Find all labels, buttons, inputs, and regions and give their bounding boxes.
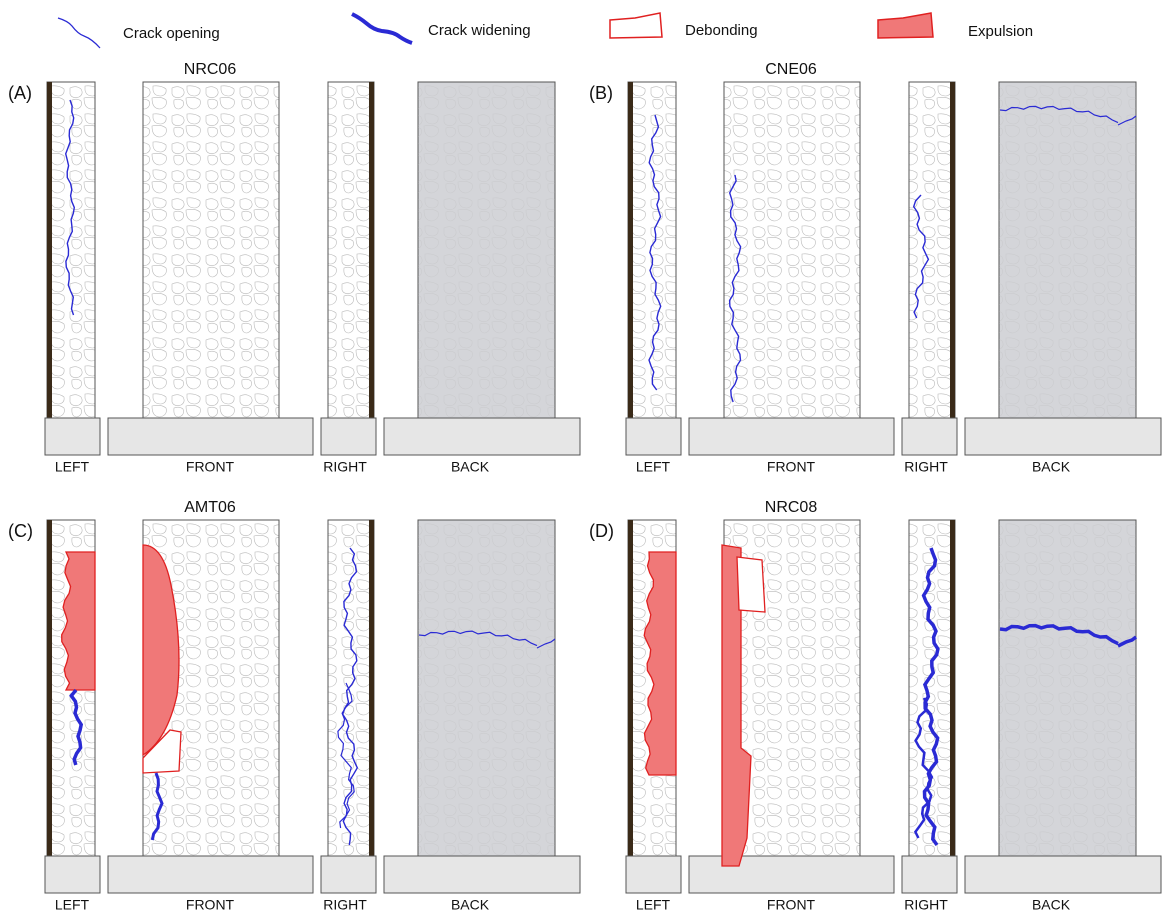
panel: (C) AMT06 LEFT FRONT RIGHT BACK bbox=[8, 499, 581, 913]
crack-widening bbox=[921, 547, 940, 847]
footing bbox=[107, 417, 314, 456]
crack-opening bbox=[728, 174, 742, 403]
expulsion bbox=[61, 551, 96, 691]
legend-label: Crack widening bbox=[428, 22, 531, 39]
crack-opening bbox=[999, 105, 1137, 126]
footing bbox=[964, 417, 1162, 456]
panel-letter: (C) bbox=[8, 521, 33, 541]
legend-label: Crack opening bbox=[123, 25, 220, 42]
front-face bbox=[142, 81, 280, 419]
expulsion bbox=[643, 551, 677, 776]
footing bbox=[688, 417, 895, 456]
face-label: RIGHT bbox=[323, 897, 367, 913]
footing bbox=[625, 417, 682, 456]
footing bbox=[320, 417, 377, 456]
back-texture bbox=[999, 82, 1136, 418]
face-label: LEFT bbox=[636, 897, 671, 913]
crack-opening bbox=[337, 682, 355, 829]
face-label: FRONT bbox=[767, 897, 816, 913]
legend: Crack opening Crack widening Debonding E… bbox=[57, 12, 1033, 49]
face-label: LEFT bbox=[55, 897, 90, 913]
footing bbox=[688, 855, 895, 894]
expulsion bbox=[142, 544, 180, 757]
footing bbox=[44, 855, 101, 894]
right-face bbox=[327, 81, 375, 419]
panel: (B) CNE06 LEFT FRONT RIGHT BACK bbox=[589, 61, 1162, 475]
left-edge bbox=[47, 82, 52, 418]
face-label: BACK bbox=[1032, 459, 1071, 475]
footing bbox=[383, 417, 581, 456]
front-face bbox=[723, 81, 861, 419]
legend-crack-opening-icon bbox=[57, 17, 101, 49]
panel-title: CNE06 bbox=[765, 61, 817, 78]
footing bbox=[107, 855, 314, 894]
panel-letter: (D) bbox=[589, 521, 614, 541]
panel-letter: (A) bbox=[8, 83, 32, 103]
crack-opening bbox=[64, 99, 76, 316]
face-label: FRONT bbox=[186, 897, 235, 913]
panel-title: AMT06 bbox=[184, 499, 236, 516]
right-face bbox=[908, 519, 956, 857]
left-edge bbox=[47, 520, 52, 856]
debonding bbox=[736, 556, 766, 613]
back-texture bbox=[418, 520, 555, 856]
legend-debonding-icon bbox=[609, 12, 663, 39]
footing bbox=[901, 855, 958, 894]
face-label: RIGHT bbox=[323, 459, 367, 475]
panel-letter: (B) bbox=[589, 83, 613, 103]
back-texture bbox=[999, 520, 1136, 856]
face-label: BACK bbox=[1032, 897, 1071, 913]
legend-expulsion-icon bbox=[877, 12, 934, 39]
left-face bbox=[46, 81, 96, 419]
legend-label: Expulsion bbox=[968, 23, 1033, 40]
face-label: FRONT bbox=[186, 459, 235, 475]
left-edge bbox=[628, 82, 633, 418]
crack-opening bbox=[418, 630, 556, 649]
face-label: RIGHT bbox=[904, 459, 948, 475]
panel-title: NRC08 bbox=[765, 499, 818, 516]
footing bbox=[383, 855, 581, 894]
face-label: LEFT bbox=[55, 459, 90, 475]
right-edge bbox=[369, 82, 374, 418]
crack-opening bbox=[648, 114, 662, 391]
left-edge bbox=[628, 520, 633, 856]
footing bbox=[901, 417, 958, 456]
face-label: BACK bbox=[451, 897, 490, 913]
crack-opening bbox=[341, 547, 359, 846]
face-label: BACK bbox=[451, 459, 490, 475]
panel: (D) NRC08 LEFT FRONT RIGHT BACK bbox=[589, 499, 1162, 913]
panel: (A) NRC06 LEFT FRONT RIGHT BACK bbox=[8, 61, 581, 475]
right-edge bbox=[369, 520, 374, 856]
face-label: LEFT bbox=[636, 459, 671, 475]
footing bbox=[44, 417, 101, 456]
back-texture bbox=[418, 82, 555, 418]
footing bbox=[964, 855, 1162, 894]
crack-widening bbox=[913, 697, 934, 839]
debonding bbox=[142, 729, 182, 774]
legend-label: Debonding bbox=[685, 22, 758, 39]
crack-widening bbox=[999, 623, 1138, 648]
panel-title: NRC06 bbox=[184, 61, 237, 78]
crack-widening bbox=[150, 772, 164, 841]
crack-opening bbox=[912, 194, 930, 319]
right-face bbox=[327, 519, 375, 857]
legend-crack-widening-icon bbox=[351, 12, 413, 45]
footing bbox=[320, 855, 377, 894]
right-face bbox=[908, 81, 956, 419]
right-edge bbox=[950, 520, 955, 856]
right-edge bbox=[950, 82, 955, 418]
face-label: FRONT bbox=[767, 459, 816, 475]
crack-widening bbox=[69, 688, 84, 766]
footing bbox=[625, 855, 682, 894]
face-label: RIGHT bbox=[904, 897, 948, 913]
